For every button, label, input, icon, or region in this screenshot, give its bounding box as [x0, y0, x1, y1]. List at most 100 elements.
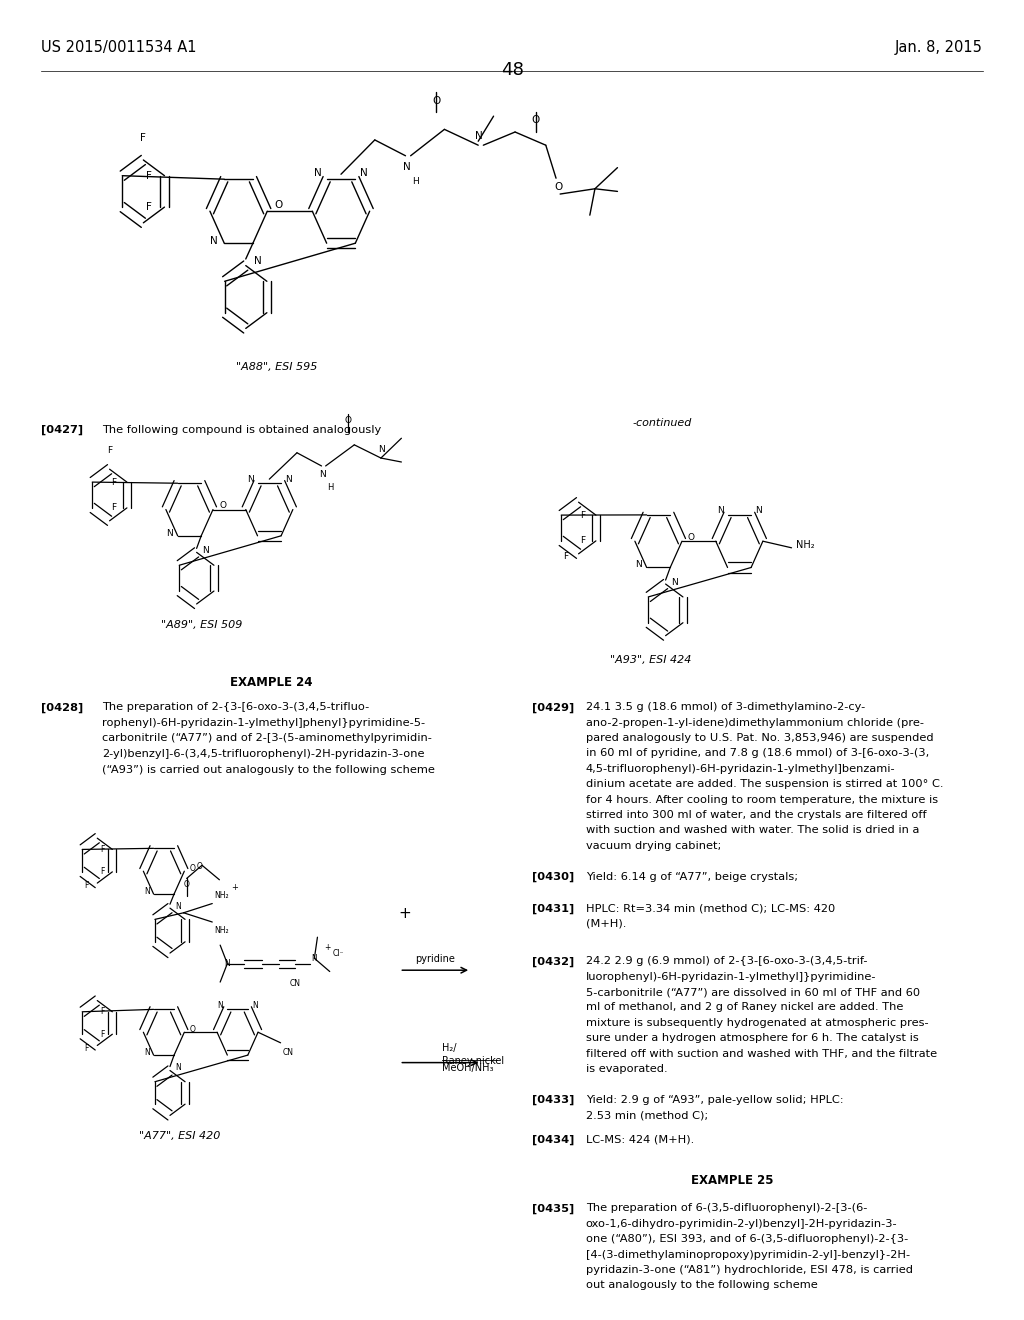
Text: ml of methanol, and 2 g of Raney nickel are added. The: ml of methanol, and 2 g of Raney nickel …: [586, 1002, 903, 1012]
Text: [0434]: [0434]: [532, 1135, 574, 1144]
Text: NH₂: NH₂: [214, 891, 229, 900]
Text: LC-MS: 424 (M+H).: LC-MS: 424 (M+H).: [586, 1135, 694, 1144]
Text: N: N: [379, 445, 385, 454]
Text: F: F: [99, 1007, 104, 1016]
Text: F: F: [581, 511, 586, 520]
Text: Raney nickel: Raney nickel: [442, 1056, 505, 1067]
Text: HPLC: Rt=3.34 min (method C); LC-MS: 420: HPLC: Rt=3.34 min (method C); LC-MS: 420: [586, 903, 835, 913]
Text: -continued: -continued: [633, 418, 692, 429]
Text: one (“A80”), ESI 393, and of 6-(3,5-difluorophenyl)-2-{3-: one (“A80”), ESI 393, and of 6-(3,5-difl…: [586, 1234, 908, 1245]
Text: F: F: [99, 845, 104, 854]
Text: O: O: [554, 182, 562, 193]
Text: O: O: [189, 1026, 196, 1034]
Text: 4,5-trifluorophenyl)-6H-pyridazin-1-ylmethyl]benzami-: 4,5-trifluorophenyl)-6H-pyridazin-1-ylme…: [586, 764, 895, 774]
Text: CN: CN: [290, 979, 300, 989]
Text: [0431]: [0431]: [532, 903, 574, 913]
Text: N: N: [224, 960, 230, 968]
Text: F: F: [112, 478, 117, 487]
Text: H₂/: H₂/: [442, 1043, 457, 1053]
Text: Jan. 8, 2015: Jan. 8, 2015: [895, 40, 983, 54]
Text: [0433]: [0433]: [532, 1096, 574, 1105]
Text: O: O: [183, 880, 189, 890]
Text: +: +: [325, 944, 331, 952]
Text: Yield: 6.14 g of “A77”, beige crystals;: Yield: 6.14 g of “A77”, beige crystals;: [586, 871, 798, 882]
Text: N: N: [210, 235, 218, 246]
Text: 24.1 3.5 g (18.6 mmol) of 3-dimethylamino-2-cy-: 24.1 3.5 g (18.6 mmol) of 3-dimethylamin…: [586, 702, 865, 713]
Text: F: F: [563, 552, 568, 561]
Text: N: N: [143, 1048, 150, 1057]
Text: 24.2 2.9 g (6.9 mmol) of 2-{3-[6-oxo-3-(3,4,5-trif-: 24.2 2.9 g (6.9 mmol) of 2-{3-[6-oxo-3-(…: [586, 956, 867, 966]
Text: "A89", ESI 509: "A89", ESI 509: [161, 620, 243, 631]
Text: F: F: [581, 536, 586, 545]
Text: H: H: [413, 177, 419, 186]
Text: 2.53 min (method C);: 2.53 min (method C);: [586, 1110, 708, 1121]
Text: N: N: [313, 168, 322, 178]
Text: MeOH/NH₃: MeOH/NH₃: [442, 1063, 494, 1073]
Text: US 2015/0011534 A1: US 2015/0011534 A1: [41, 40, 197, 54]
Text: N: N: [755, 507, 762, 515]
Text: [0428]: [0428]: [41, 702, 83, 713]
Text: O: O: [197, 862, 203, 871]
Text: +: +: [230, 883, 238, 892]
Text: (“A93”) is carried out analogously to the following scheme: (“A93”) is carried out analogously to th…: [102, 764, 435, 775]
Text: carbonitrile (“A77”) and of 2-[3-(5-aminomethylpyrimidin-: carbonitrile (“A77”) and of 2-[3-(5-amin…: [102, 734, 432, 743]
Text: "A93", ESI 424: "A93", ESI 424: [609, 655, 691, 665]
Text: out analogously to the following scheme: out analogously to the following scheme: [586, 1280, 817, 1291]
Text: [0435]: [0435]: [532, 1204, 574, 1213]
Text: F: F: [106, 446, 113, 454]
Text: N: N: [203, 546, 209, 556]
Text: ano-2-propen-1-yl-idene)dimethylammonium chloride (pre-: ano-2-propen-1-yl-idene)dimethylammonium…: [586, 718, 924, 727]
Text: F: F: [99, 1030, 104, 1039]
Text: mixture is subsequently hydrogenated at atmospheric pres-: mixture is subsequently hydrogenated at …: [586, 1018, 929, 1028]
Text: pyridine: pyridine: [416, 953, 455, 964]
Text: Yield: 2.9 g of “A93”, pale-yellow solid; HPLC:: Yield: 2.9 g of “A93”, pale-yellow solid…: [586, 1096, 844, 1105]
Text: pared analogously to U.S. Pat. No. 3,853,946) are suspended: pared analogously to U.S. Pat. No. 3,853…: [586, 733, 933, 743]
Text: dinium acetate are added. The suspension is stirred at 100° C.: dinium acetate are added. The suspension…: [586, 779, 943, 789]
Text: O: O: [274, 199, 283, 210]
Text: Cl⁻: Cl⁻: [333, 949, 344, 957]
Text: "A88", ESI 595: "A88", ESI 595: [236, 362, 317, 372]
Text: N: N: [475, 131, 483, 141]
Text: The following compound is obtained analogously: The following compound is obtained analo…: [102, 425, 382, 436]
Text: F: F: [146, 170, 153, 181]
Text: [4-(3-dimethylaminopropoxy)pyrimidin-2-yl]-benzyl}-2H-: [4-(3-dimethylaminopropoxy)pyrimidin-2-y…: [586, 1250, 910, 1259]
Text: N: N: [635, 561, 641, 569]
Text: H: H: [328, 483, 334, 492]
Text: The preparation of 2-{3-[6-oxo-3-(3,4,5-trifluo-: The preparation of 2-{3-[6-oxo-3-(3,4,5-…: [102, 702, 370, 713]
Text: N: N: [360, 168, 369, 178]
Text: N: N: [311, 954, 317, 962]
Text: N: N: [143, 887, 150, 896]
Text: is evaporated.: is evaporated.: [586, 1064, 668, 1074]
Text: filtered off with suction and washed with THF, and the filtrate: filtered off with suction and washed wit…: [586, 1048, 937, 1059]
Text: N: N: [717, 507, 723, 515]
Text: N: N: [672, 578, 678, 587]
Text: 5-carbonitrile (“A77”) are dissolved in 60 ml of THF and 60: 5-carbonitrile (“A77”) are dissolved in …: [586, 987, 920, 997]
Text: O: O: [531, 115, 540, 125]
Text: rophenyl)-6H-pyridazin-1-ylmethyl]phenyl}pyrimidine-5-: rophenyl)-6H-pyridazin-1-ylmethyl]phenyl…: [102, 718, 426, 727]
Text: O: O: [189, 865, 196, 873]
Text: F: F: [85, 1044, 89, 1052]
Text: [0430]: [0430]: [532, 871, 574, 882]
Text: CN: CN: [283, 1048, 294, 1057]
Text: F: F: [146, 202, 153, 213]
Text: N: N: [319, 470, 326, 479]
Text: N: N: [252, 1001, 258, 1010]
Text: vacuum drying cabinet;: vacuum drying cabinet;: [586, 841, 721, 850]
Text: N: N: [285, 475, 292, 483]
Text: (M+H).: (M+H).: [586, 919, 626, 929]
Text: The preparation of 6-(3,5-difluorophenyl)-2-[3-(6-: The preparation of 6-(3,5-difluorophenyl…: [586, 1204, 867, 1213]
Text: stirred into 300 ml of water, and the crystals are filtered off: stirred into 300 ml of water, and the cr…: [586, 810, 927, 820]
Text: O: O: [432, 95, 440, 106]
Text: F: F: [85, 882, 89, 890]
Text: luorophenyl)-6H-pyridazin-1-ylmethyl]}pyrimidine-: luorophenyl)-6H-pyridazin-1-ylmethyl]}py…: [586, 972, 877, 982]
Text: [0432]: [0432]: [532, 956, 574, 966]
Text: F: F: [112, 503, 117, 512]
Text: 2-yl)benzyl]-6-(3,4,5-trifluorophenyl)-2H-pyridazin-3-one: 2-yl)benzyl]-6-(3,4,5-trifluorophenyl)-2…: [102, 748, 425, 759]
Text: sure under a hydrogen atmosphere for 6 h. The catalyst is: sure under a hydrogen atmosphere for 6 h…: [586, 1034, 919, 1043]
Text: +: +: [398, 906, 411, 921]
Text: for 4 hours. After cooling to room temperature, the mixture is: for 4 hours. After cooling to room tempe…: [586, 795, 938, 804]
Text: in 60 ml of pyridine, and 7.8 g (18.6 mmol) of 3-[6-oxo-3-(3,: in 60 ml of pyridine, and 7.8 g (18.6 mm…: [586, 748, 929, 759]
Text: 48: 48: [501, 61, 523, 79]
Text: O: O: [219, 502, 226, 510]
Text: [0427]: [0427]: [41, 425, 83, 436]
